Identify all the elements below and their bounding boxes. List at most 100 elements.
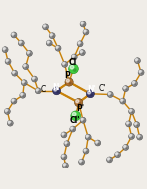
Circle shape — [83, 24, 85, 26]
Circle shape — [14, 35, 16, 36]
Circle shape — [63, 164, 66, 166]
Text: N: N — [52, 83, 58, 92]
Circle shape — [47, 41, 49, 43]
Circle shape — [69, 82, 71, 84]
Circle shape — [123, 144, 129, 150]
Circle shape — [29, 53, 31, 55]
Circle shape — [123, 101, 124, 103]
Circle shape — [84, 30, 86, 32]
Circle shape — [15, 73, 16, 75]
Circle shape — [62, 155, 64, 157]
Circle shape — [38, 91, 40, 92]
Circle shape — [5, 109, 7, 112]
Circle shape — [6, 59, 8, 62]
Circle shape — [137, 125, 138, 126]
Circle shape — [79, 50, 85, 56]
Circle shape — [107, 157, 112, 163]
Circle shape — [11, 98, 17, 104]
Circle shape — [21, 80, 27, 86]
Circle shape — [49, 33, 55, 39]
Circle shape — [71, 54, 77, 60]
Circle shape — [129, 133, 135, 139]
Circle shape — [76, 100, 79, 103]
Text: P': P' — [76, 104, 85, 113]
Circle shape — [71, 111, 81, 121]
Circle shape — [115, 152, 121, 158]
Text: C: C — [41, 85, 46, 94]
Circle shape — [36, 89, 38, 91]
Circle shape — [72, 112, 76, 116]
Circle shape — [49, 43, 51, 45]
Circle shape — [80, 117, 86, 123]
Circle shape — [80, 44, 82, 45]
Circle shape — [23, 64, 29, 70]
Circle shape — [12, 99, 14, 101]
Circle shape — [71, 127, 73, 129]
Circle shape — [72, 55, 74, 57]
Circle shape — [11, 32, 17, 38]
Circle shape — [86, 90, 94, 98]
Circle shape — [96, 141, 98, 143]
Circle shape — [65, 142, 67, 144]
Circle shape — [5, 50, 7, 51]
Circle shape — [134, 122, 140, 128]
Circle shape — [50, 34, 52, 36]
Circle shape — [46, 40, 52, 46]
Circle shape — [61, 154, 67, 160]
Circle shape — [10, 123, 12, 125]
Text: Cl': Cl' — [70, 116, 80, 125]
Circle shape — [134, 83, 136, 85]
Circle shape — [131, 136, 133, 138]
Circle shape — [141, 72, 143, 74]
Circle shape — [120, 98, 126, 104]
Circle shape — [98, 143, 99, 145]
Circle shape — [135, 59, 138, 61]
Circle shape — [79, 159, 85, 165]
Circle shape — [107, 158, 110, 160]
Circle shape — [7, 120, 13, 126]
Circle shape — [70, 65, 74, 69]
Circle shape — [56, 91, 59, 93]
Circle shape — [85, 134, 91, 140]
Circle shape — [21, 93, 23, 95]
Circle shape — [21, 43, 23, 45]
Circle shape — [65, 78, 73, 86]
Circle shape — [80, 50, 82, 53]
Circle shape — [8, 61, 10, 63]
Circle shape — [12, 33, 14, 35]
Circle shape — [67, 144, 69, 145]
Circle shape — [130, 134, 132, 137]
Circle shape — [140, 137, 141, 139]
Circle shape — [81, 118, 83, 120]
Circle shape — [132, 81, 137, 86]
Circle shape — [4, 108, 10, 114]
Circle shape — [26, 67, 27, 68]
Circle shape — [126, 88, 127, 90]
Circle shape — [129, 108, 135, 114]
Circle shape — [88, 91, 91, 94]
Circle shape — [95, 140, 101, 146]
Circle shape — [108, 92, 110, 95]
Circle shape — [132, 81, 135, 84]
Text: Cl: Cl — [69, 58, 77, 67]
Circle shape — [138, 70, 144, 75]
Circle shape — [12, 70, 18, 76]
Circle shape — [35, 88, 41, 94]
Circle shape — [7, 111, 9, 113]
Circle shape — [56, 46, 58, 48]
Circle shape — [44, 25, 46, 27]
Circle shape — [86, 135, 88, 137]
Circle shape — [19, 41, 21, 43]
Circle shape — [53, 87, 61, 95]
Circle shape — [110, 94, 112, 96]
Circle shape — [2, 47, 8, 53]
Circle shape — [81, 162, 83, 164]
Circle shape — [86, 151, 88, 153]
Circle shape — [52, 36, 54, 37]
Circle shape — [84, 149, 86, 151]
Circle shape — [26, 50, 32, 56]
Circle shape — [80, 21, 86, 27]
Circle shape — [135, 58, 140, 64]
Circle shape — [65, 64, 66, 66]
Circle shape — [80, 160, 82, 162]
